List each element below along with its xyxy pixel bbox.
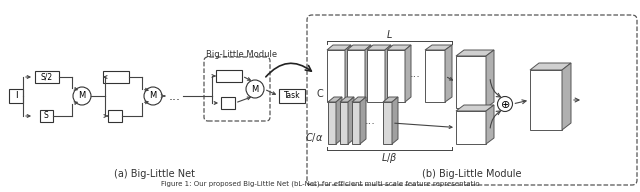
Bar [340, 102, 348, 144]
Bar [216, 70, 242, 82]
Bar [456, 56, 486, 108]
Text: I: I [15, 92, 17, 100]
Bar [456, 111, 486, 144]
Polygon shape [348, 97, 354, 144]
Polygon shape [328, 97, 342, 102]
Polygon shape [387, 45, 411, 50]
Text: Task: Task [284, 92, 300, 100]
Polygon shape [530, 63, 571, 70]
Bar [103, 71, 129, 83]
Polygon shape [385, 45, 391, 102]
Text: M: M [78, 92, 86, 100]
Polygon shape [456, 50, 494, 56]
Text: M: M [252, 84, 259, 94]
Polygon shape [425, 45, 452, 50]
Polygon shape [445, 45, 452, 102]
Circle shape [246, 80, 264, 98]
Bar [367, 50, 385, 102]
Bar [425, 50, 445, 102]
Text: S/2: S/2 [41, 73, 53, 81]
Text: ...: ... [410, 69, 420, 79]
Bar [328, 102, 336, 144]
Bar [352, 102, 360, 144]
Bar [347, 50, 365, 102]
Text: Figure 1: Our proposed Big-Little Net (bL-Net) for efficient multi-scale feature: Figure 1: Our proposed Big-Little Net (b… [161, 180, 479, 187]
Text: C: C [316, 89, 323, 99]
Polygon shape [486, 105, 494, 144]
Circle shape [497, 97, 513, 112]
Polygon shape [336, 97, 342, 144]
Text: $C/\alpha$: $C/\alpha$ [305, 132, 323, 145]
Text: ...: ... [169, 89, 181, 103]
Bar [279, 89, 305, 103]
Polygon shape [383, 97, 398, 102]
Polygon shape [345, 45, 351, 102]
Polygon shape [562, 63, 571, 130]
Text: M: M [149, 92, 157, 100]
Bar [40, 110, 52, 122]
Bar [530, 70, 562, 130]
Polygon shape [347, 45, 371, 50]
Polygon shape [327, 45, 351, 50]
Polygon shape [456, 105, 494, 111]
Text: (a) Big-Little Net: (a) Big-Little Net [115, 169, 195, 179]
Polygon shape [367, 45, 391, 50]
Bar [387, 50, 405, 102]
Bar [35, 71, 59, 83]
Circle shape [144, 87, 162, 105]
Polygon shape [392, 97, 398, 144]
Circle shape [73, 87, 91, 105]
Bar [108, 110, 122, 122]
Text: ...: ... [365, 116, 376, 126]
Bar [383, 102, 392, 144]
Text: L: L [387, 30, 392, 40]
Polygon shape [340, 97, 354, 102]
Polygon shape [352, 97, 366, 102]
Text: $\oplus$: $\oplus$ [500, 98, 510, 109]
Bar [327, 50, 345, 102]
Text: S: S [44, 112, 49, 121]
Polygon shape [486, 50, 494, 108]
Polygon shape [365, 45, 371, 102]
Polygon shape [405, 45, 411, 102]
Text: (b) Big-Little Module: (b) Big-Little Module [422, 169, 522, 179]
Bar [221, 97, 235, 109]
Text: Big-Little Module: Big-Little Module [207, 50, 278, 59]
Polygon shape [360, 97, 366, 144]
Text: $L/\beta$: $L/\beta$ [381, 151, 398, 165]
Bar [9, 89, 23, 103]
